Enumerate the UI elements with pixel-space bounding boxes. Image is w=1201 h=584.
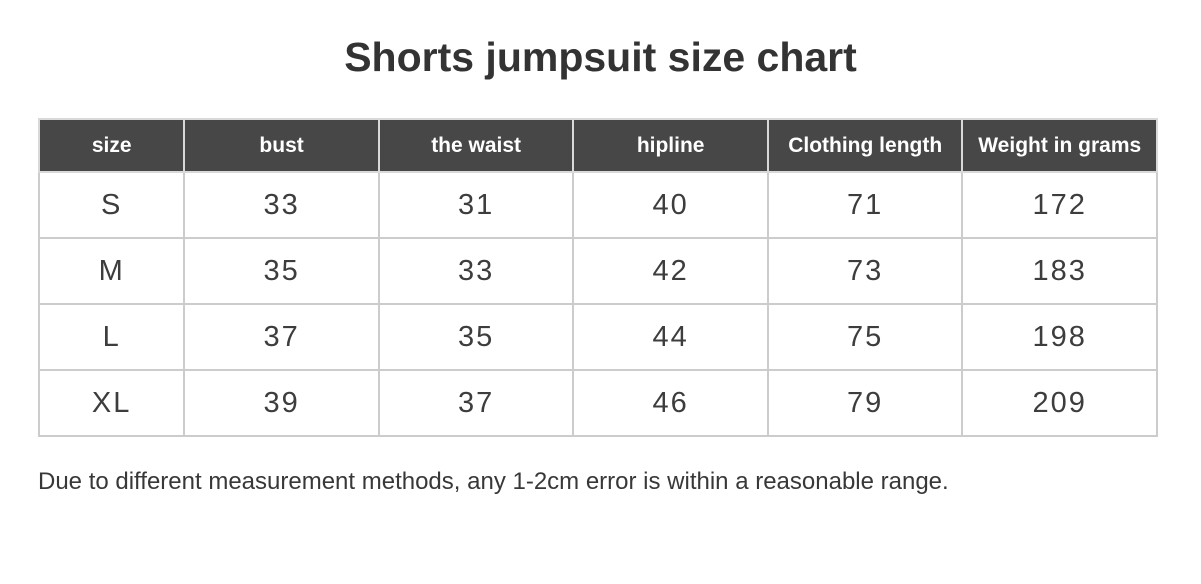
value-cell: 44 bbox=[572, 303, 769, 371]
value-cell: 33 bbox=[183, 171, 380, 239]
column-header: Weight in grams bbox=[961, 118, 1158, 173]
header-row: size bust the waist hipline Clothing length W… bbox=[37, 118, 1158, 173]
table-row: S 33 31 40 71 172 bbox=[37, 171, 1158, 239]
value-cell: 209 bbox=[961, 369, 1158, 437]
size-cell: L bbox=[37, 303, 186, 371]
value-cell: 198 bbox=[961, 303, 1158, 371]
value-cell: 71 bbox=[766, 171, 964, 239]
note-text: Due to different measurement methods, an… bbox=[38, 468, 949, 495]
table-row: L 37 35 44 75 198 bbox=[37, 303, 1158, 371]
table-row: M 35 33 42 73 183 bbox=[37, 237, 1158, 305]
value-cell: 73 bbox=[766, 237, 964, 305]
value-cell: 35 bbox=[183, 237, 380, 305]
value-cell: 75 bbox=[766, 303, 964, 371]
size-cell: M bbox=[37, 237, 186, 305]
value-cell: 42 bbox=[572, 237, 769, 305]
value-cell: 40 bbox=[572, 171, 769, 239]
column-header: hipline bbox=[572, 118, 769, 173]
value-cell: 39 bbox=[183, 369, 380, 437]
value-cell: 33 bbox=[377, 237, 575, 305]
value-cell: 172 bbox=[961, 171, 1158, 239]
column-header: size bbox=[37, 118, 186, 173]
value-cell: 31 bbox=[377, 171, 575, 239]
value-cell: 46 bbox=[572, 369, 769, 437]
size-chart-table: size bust the waist hipline Clothing length W… bbox=[37, 118, 1158, 437]
column-header: bust bbox=[183, 118, 380, 173]
size-cell: XL bbox=[37, 369, 186, 437]
value-cell: 37 bbox=[377, 369, 575, 437]
table-row: XL 39 37 46 79 209 bbox=[37, 369, 1158, 437]
column-header: Clothing length bbox=[766, 118, 964, 173]
page-title: Shorts jumpsuit size chart bbox=[344, 34, 857, 80]
column-header: the waist bbox=[377, 118, 575, 173]
value-cell: 79 bbox=[766, 369, 964, 437]
table-body: S 33 31 40 71 172 M 35 33 42 73 183 L 37 35 44 75 198 XL 39… bbox=[37, 171, 1158, 437]
size-cell: S bbox=[37, 171, 186, 239]
value-cell: 35 bbox=[377, 303, 575, 371]
value-cell: 183 bbox=[961, 237, 1158, 305]
value-cell: 37 bbox=[183, 303, 380, 371]
